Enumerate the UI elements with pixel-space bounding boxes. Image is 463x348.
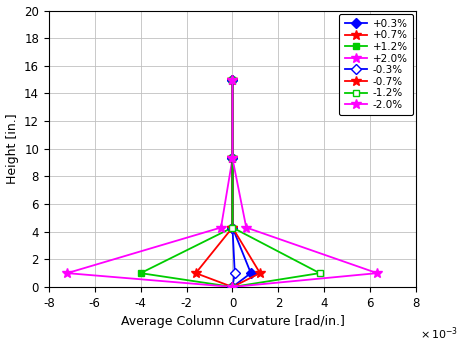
X-axis label: Average Column Curvature [rad/in.]: Average Column Curvature [rad/in.] xyxy=(120,315,344,328)
Text: $\times\,10^{-3}$: $\times\,10^{-3}$ xyxy=(419,326,457,342)
Legend: +0.3%, +0.7%, +1.2%, +2.0%, -0.3%, -0.7%, -1.2%, -2.0%: +0.3%, +0.7%, +1.2%, +2.0%, -0.3%, -0.7%… xyxy=(338,14,412,115)
Y-axis label: Height [in.]: Height [in.] xyxy=(6,113,19,184)
